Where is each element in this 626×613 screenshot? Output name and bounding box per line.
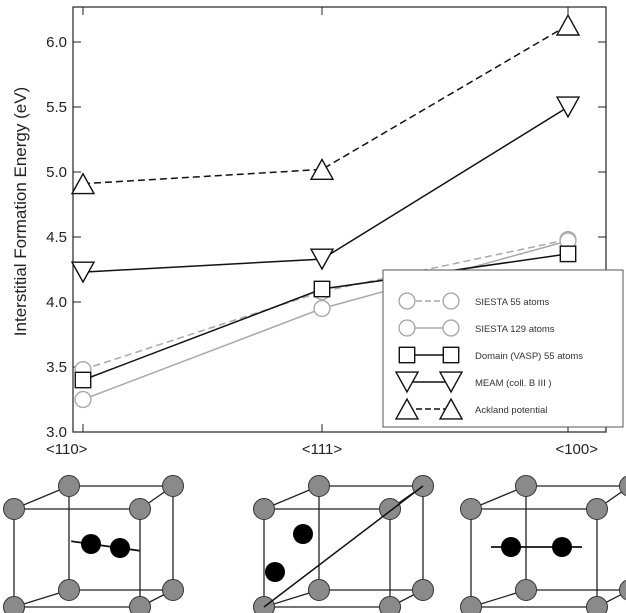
legend-box bbox=[382, 269, 624, 428]
triangle-up-marker bbox=[394, 397, 420, 420]
lattice-atom bbox=[308, 579, 330, 601]
circle-marker bbox=[398, 292, 416, 310]
lattice-atom bbox=[58, 475, 80, 497]
triangle-down-marker bbox=[438, 371, 464, 394]
circle-marker bbox=[313, 299, 331, 318]
circle-marker bbox=[442, 319, 460, 337]
y-tick-label: 5.5 bbox=[46, 99, 67, 116]
series-line bbox=[82, 238, 569, 371]
legend-entry: Ackland potential bbox=[394, 397, 547, 420]
series-1 bbox=[74, 232, 577, 409]
interstitial-atom bbox=[81, 534, 101, 554]
square-marker bbox=[74, 371, 92, 389]
series-layer bbox=[70, 13, 581, 409]
lattice-atom bbox=[129, 596, 151, 613]
y-axis-title: Interstitial Formation Energy (eV) bbox=[11, 87, 30, 336]
dumbbell-axis bbox=[263, 485, 424, 608]
lattice-atom bbox=[162, 579, 184, 601]
triangle-down-marker bbox=[394, 371, 420, 394]
lattice-atom bbox=[253, 498, 275, 520]
circle-marker bbox=[74, 390, 92, 409]
lattice-atom bbox=[253, 596, 275, 613]
lattice-atom bbox=[460, 498, 482, 520]
legend-entry: SIESTA 129 atoms bbox=[398, 319, 555, 337]
triangle-down-marker bbox=[70, 261, 96, 284]
circle-marker bbox=[398, 319, 416, 337]
square-marker bbox=[398, 346, 416, 364]
plot-border bbox=[72, 6, 607, 433]
y-tick-label: 4.0 bbox=[46, 294, 67, 311]
x-axis-ticks: <110> <111> <100> bbox=[46, 7, 598, 458]
lattice-atom bbox=[379, 596, 401, 613]
series-4 bbox=[70, 13, 581, 195]
y-tick-label: 5.0 bbox=[46, 164, 67, 181]
lattice-atom bbox=[515, 579, 537, 601]
square-marker bbox=[559, 245, 577, 263]
legend-entry: SIESTA 55 atoms bbox=[398, 292, 550, 310]
triangle-down-marker bbox=[309, 248, 335, 271]
series-line bbox=[82, 106, 569, 273]
lattice-atom bbox=[586, 596, 608, 613]
y-tick-label: 4.5 bbox=[46, 229, 67, 246]
lattice-atom bbox=[412, 579, 434, 601]
legend-label: Domain (VASP) 55 atoms bbox=[475, 351, 583, 362]
legend-label: Ackland potential bbox=[475, 405, 547, 416]
lattice-atom bbox=[515, 475, 537, 497]
lattice-atom bbox=[460, 596, 482, 613]
dumbbell-diagram-1 bbox=[253, 475, 434, 613]
square-marker bbox=[442, 346, 460, 364]
interstitial-atom bbox=[293, 524, 313, 544]
lattice-atom bbox=[586, 498, 608, 520]
triangle-down-marker bbox=[555, 96, 581, 119]
legend-label: MEAM (coll. B III ) bbox=[475, 378, 552, 389]
lattice-atom bbox=[162, 475, 184, 497]
circle-marker bbox=[442, 292, 460, 310]
legend-label: SIESTA 129 atoms bbox=[475, 324, 555, 335]
lattice-atom bbox=[58, 579, 80, 601]
square-marker bbox=[313, 280, 331, 298]
triangle-up-marker bbox=[438, 397, 464, 420]
lattice-atom bbox=[3, 498, 25, 520]
dumbbell-diagrams bbox=[3, 475, 626, 613]
dumbbell-diagram-0 bbox=[3, 475, 184, 613]
y-tick-label: 3.5 bbox=[46, 359, 67, 376]
legend-entry: MEAM (coll. B III ) bbox=[394, 371, 552, 394]
series-line bbox=[82, 24, 569, 185]
x-tick-label: <111> bbox=[302, 441, 343, 458]
y-tick-label: 3.0 bbox=[46, 424, 67, 441]
triangle-up-marker bbox=[309, 158, 335, 181]
lattice-atom bbox=[308, 475, 330, 497]
plot-frame bbox=[72, 6, 607, 433]
y-tick-label: 6.0 bbox=[46, 34, 67, 51]
x-tick-label: <110> bbox=[46, 441, 88, 458]
legend-label: SIESTA 55 atoms bbox=[475, 297, 550, 308]
triangle-up-marker bbox=[555, 13, 581, 36]
x-tick-label: <100> bbox=[555, 441, 598, 458]
legend-entry: Domain (VASP) 55 atoms bbox=[398, 346, 583, 364]
series-2 bbox=[74, 245, 577, 389]
lattice-atom bbox=[619, 475, 626, 497]
lattice-atom bbox=[619, 579, 626, 601]
series-3 bbox=[70, 96, 581, 284]
y-axis-ticks: 3.0 3.5 4.0 4.5 5.0 5.5 6.0 bbox=[46, 34, 606, 441]
dumbbell-diagram-2 bbox=[460, 475, 626, 613]
interstitial-atom bbox=[110, 538, 130, 558]
lattice-atom bbox=[129, 498, 151, 520]
lattice-atom bbox=[3, 596, 25, 613]
interstitial-atom bbox=[265, 562, 285, 582]
triangle-up-marker bbox=[70, 172, 96, 195]
interstitial-atom bbox=[501, 537, 521, 557]
interstitial-atom bbox=[552, 537, 572, 557]
legend: SIESTA 55 atoms SIESTA 129 atoms Domain (V… bbox=[382, 269, 624, 428]
